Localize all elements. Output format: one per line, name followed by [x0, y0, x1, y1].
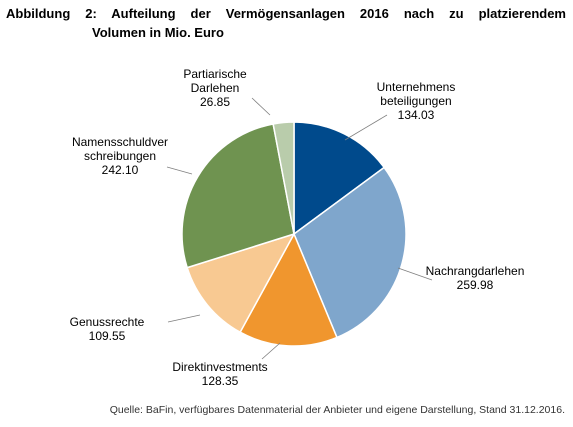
slice-label: Genussrechte 109.55 — [70, 315, 145, 343]
slice-value: 242.10 — [102, 163, 139, 177]
leader-line — [261, 342, 281, 360]
slice-name: Namensschuldver — [72, 135, 168, 149]
pie-slice — [293, 166, 407, 339]
slice-name: Darlehen — [191, 81, 240, 95]
source-note: Quelle: BaFin, verfügbares Datenmaterial… — [109, 404, 565, 416]
slice-label: Nachrangdarlehen 259.98 — [426, 264, 525, 292]
slice-label: Partiarische Darlehen 26.85 — [183, 67, 247, 109]
leader-line — [251, 97, 271, 116]
leader-line — [166, 166, 193, 175]
leader-lines — [166, 97, 433, 360]
slice-value: 259.98 — [457, 278, 494, 292]
pie-slice — [293, 121, 386, 236]
chart-title-line-1: Abbildung 2: Aufteilung der Vermögensanl… — [6, 6, 566, 21]
slice-name: beteiligungen — [380, 94, 451, 108]
pie-slice — [239, 232, 338, 347]
slice-value: 128.35 — [202, 374, 239, 388]
slice-name: Partiarische — [183, 67, 247, 81]
pie-slices — [181, 121, 407, 347]
slice-name: Genussrechte — [70, 315, 145, 329]
slice-labels: Unternehmens beteiligungen 134.03 Nachrangd… — [70, 67, 525, 388]
slice-value: 134.03 — [398, 108, 435, 122]
pie-slice — [186, 232, 296, 334]
chart-title: Abbildung 2: Aufteilung der Vermögensanl… — [6, 4, 566, 42]
leader-line — [397, 267, 433, 281]
slice-value: 26.85 — [200, 95, 230, 109]
slice-name: Direktinvestments — [172, 360, 267, 374]
slice-name: schreibungen — [84, 149, 156, 163]
leader-line — [344, 114, 388, 141]
slice-label: Unternehmens beteiligungen 134.03 — [377, 80, 456, 122]
slice-label: Direktinvestments 128.35 — [172, 360, 267, 388]
slice-value: 109.55 — [89, 329, 126, 343]
pie-slice — [272, 121, 295, 235]
leader-line — [167, 314, 201, 323]
slice-name: Unternehmens — [377, 80, 456, 94]
slice-label: Namensschuldver schreibungen 242.10 — [72, 135, 168, 177]
slice-name: Nachrangdarlehen — [426, 264, 525, 278]
chart-title-line-2: Volumen in Mio. Euro — [92, 25, 224, 40]
pie-slice — [181, 123, 295, 269]
